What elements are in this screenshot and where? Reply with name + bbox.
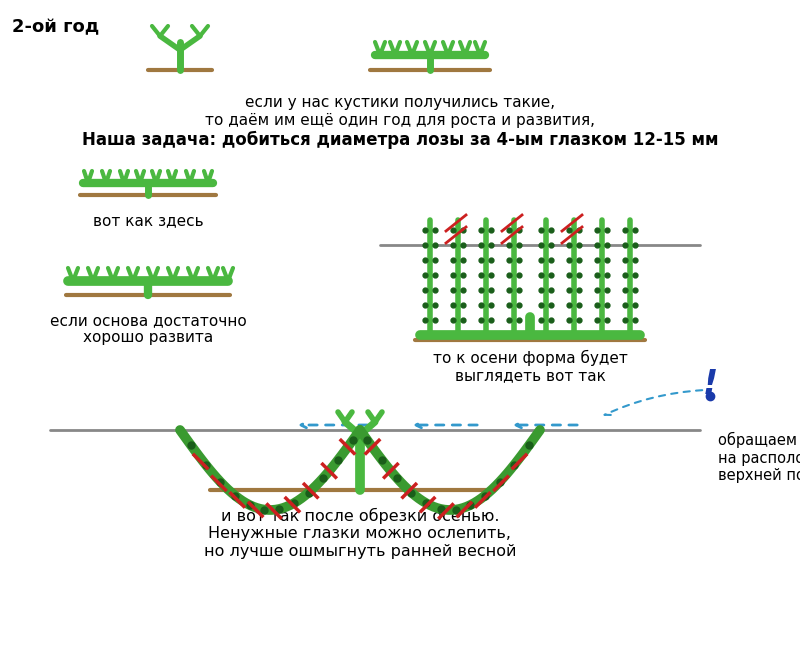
Text: и вот так после обрезки осенью.: и вот так после обрезки осенью.: [221, 508, 499, 524]
Text: но лучше ошмыгнуть ранней весной: но лучше ошмыгнуть ранней весной: [204, 544, 516, 559]
Text: если основа достаточно
хорошо развита: если основа достаточно хорошо развита: [50, 313, 246, 345]
Text: то к осени форма будет
выглядеть вот так: то к осени форма будет выглядеть вот так: [433, 350, 627, 383]
Text: Ненужные глазки можно ослепить,: Ненужные глазки можно ослепить,: [209, 526, 511, 541]
Text: !: !: [702, 368, 718, 401]
Text: 2-ой год: 2-ой год: [12, 18, 99, 36]
Text: Наша задача: добиться диаметра лозы за 4-ым глазком 12-15 мм: Наша задача: добиться диаметра лозы за 4…: [82, 131, 718, 149]
Text: то даём им ещё один год для роста и развития,: то даём им ещё один год для роста и разв…: [205, 113, 595, 128]
Text: обращаем внимание
на расположение
верхней почки: обращаем внимание на расположение верхне…: [718, 432, 800, 483]
Text: вот как здесь: вот как здесь: [93, 213, 203, 228]
Text: если у нас кустики получились такие,: если у нас кустики получились такие,: [245, 95, 555, 110]
